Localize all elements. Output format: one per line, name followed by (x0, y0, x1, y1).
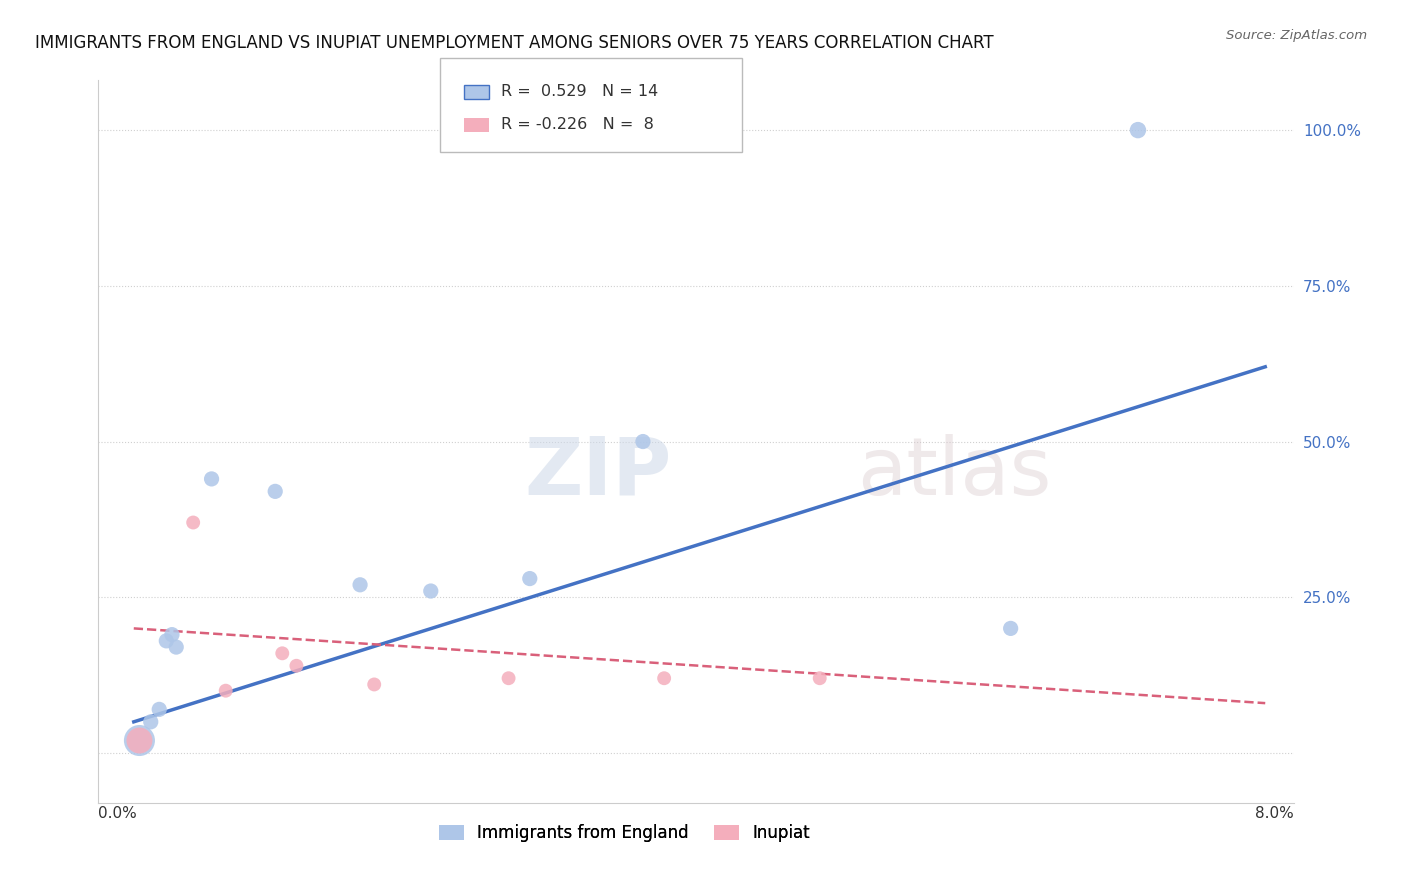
Point (128, 733, 150, 747)
Text: R = -0.226   N =  8: R = -0.226 N = 8 (501, 117, 654, 132)
Point (1000, 621, 1022, 635)
Text: ZIP: ZIP (524, 434, 671, 512)
Point (165, 640, 187, 654)
Point (285, 658, 308, 673)
Point (155, 633, 177, 648)
Point (200, 472, 222, 486)
Text: R =  0.529   N = 14: R = 0.529 N = 14 (501, 84, 658, 99)
Point (160, 627, 183, 641)
Point (519, 572, 541, 586)
Point (181, 516, 204, 530)
Text: IMMIGRANTS FROM ENGLAND VS INUPIAT UNEMPLOYMENT AMONG SENIORS OVER 75 YEARS CORR: IMMIGRANTS FROM ENGLAND VS INUPIAT UNEMP… (35, 34, 994, 52)
Point (148, 702, 170, 716)
Point (652, 671, 675, 685)
Point (128, 733, 150, 747)
Point (808, 671, 831, 685)
Point (215, 683, 238, 698)
Point (139, 714, 162, 729)
Text: atlas: atlas (856, 434, 1052, 512)
Text: 0.0%: 0.0% (98, 806, 138, 822)
Legend: Immigrants from England, Inupiat: Immigrants from England, Inupiat (432, 817, 817, 848)
Point (419, 584, 441, 599)
Text: 8.0%: 8.0% (1254, 806, 1294, 822)
Point (498, 671, 520, 685)
Point (271, 646, 294, 660)
Point (631, 434, 654, 449)
Text: Source: ZipAtlas.com: Source: ZipAtlas.com (1226, 29, 1367, 42)
Point (349, 578, 371, 592)
Point (363, 677, 385, 691)
Point (1126, 123, 1149, 137)
Point (264, 484, 287, 499)
